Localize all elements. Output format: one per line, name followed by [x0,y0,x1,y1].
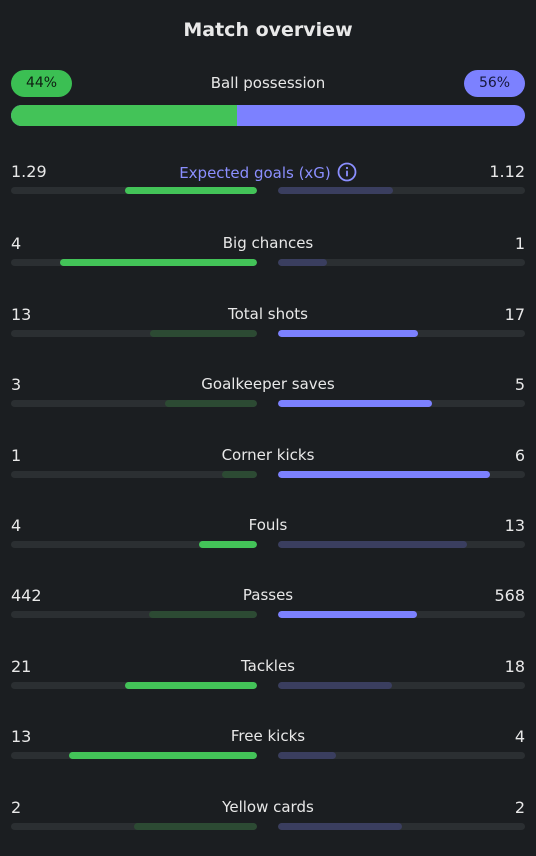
home-bar-fill [134,823,257,830]
home-value: 4 [11,516,22,535]
home-value: 3 [11,375,22,394]
home-possession-badge: 44% [11,70,72,97]
stat-label-text: Yellow cards [222,798,314,816]
away-value: 2 [514,798,525,817]
stat-label-text: Free kicks [230,727,306,745]
away-value: 6 [514,446,525,465]
away-bar-track [278,400,525,407]
stat-label: Total shots [11,305,525,323]
home-bar-track [11,752,257,759]
away-bar-track [278,471,525,478]
stat-label: Free kicks [11,727,525,745]
stat-label-text: Expected goals (xG) [179,164,331,182]
away-value: 17 [504,305,525,324]
away-bar-track [278,259,525,266]
stat-row-fouls: 4 Fouls 13 [11,516,525,556]
home-bar-track [11,330,257,337]
away-bar-fill [278,823,402,830]
stat-row-expected-goals-xg: 1.29 Expected goals (xG) 1.12 [11,162,525,202]
stat-row-free-kicks: 13 Free kicks 4 [11,727,525,767]
home-value: 13 [11,727,32,746]
away-bar-fill [278,611,417,618]
away-bar-track [278,330,525,337]
stat-label[interactable]: Expected goals (xG) [11,162,525,182]
home-bar-fill [164,400,257,407]
away-bar-fill [278,541,467,548]
stat-row-passes: 442 Passes 568 [11,586,525,626]
stat-row-big-chances: 4 Big chances 1 [11,234,525,274]
possession-header: 44% Ball possession 56% [11,70,525,98]
away-bar-fill [278,682,393,689]
away-value: 13 [504,516,525,535]
home-value: 442 [11,586,42,605]
away-value: 568 [494,586,525,605]
stat-label-text: Corner kicks [221,446,315,464]
home-bar-track [11,611,257,618]
home-bar-track [11,259,257,266]
away-bar-fill [278,471,490,478]
home-value: 4 [11,234,22,253]
home-bar-track [11,682,257,689]
stat-label: Corner kicks [11,446,525,464]
home-bar-fill [125,187,257,194]
away-bar-fill [278,330,419,337]
home-bar-fill [199,541,257,548]
panel-title: Match overview [183,19,353,41]
stat-row-yellow-cards: 2 Yellow cards 2 [11,798,525,838]
stat-label: Yellow cards [11,798,525,816]
stat-label: Big chances [11,234,525,252]
away-bar-track [278,823,525,830]
stat-row-total-shots: 13 Total shots 17 [11,305,525,345]
away-value: 1.12 [489,162,525,181]
away-bar-fill [278,259,328,266]
away-bar-track [278,541,525,548]
away-bar-fill [278,400,433,407]
away-value: 18 [504,657,525,676]
home-bar-fill [124,682,257,689]
away-value: 1 [514,234,525,253]
away-value: 5 [514,375,525,394]
home-bar-track [11,187,257,194]
home-bar-fill [150,330,257,337]
home-bar-track [11,823,257,830]
home-value: 21 [11,657,32,676]
stat-label: Goalkeeper saves [11,375,525,393]
away-bar-fill [278,187,393,194]
home-bar-fill [221,471,257,478]
stat-label: Passes [11,586,525,604]
home-value: 1.29 [11,162,47,181]
home-value: 13 [11,305,32,324]
home-value: 2 [11,798,22,817]
possession-label: Ball possession [210,74,326,92]
home-bar-track [11,471,257,478]
stat-label-text: Goalkeeper saves [201,375,335,393]
stat-label: Tackles [11,657,525,675]
home-bar-track [11,541,257,548]
away-bar-fill [278,752,337,759]
stat-label-text: Big chances [222,234,314,252]
away-bar-track [278,611,525,618]
stat-label-text: Tackles [240,657,296,675]
stat-row-goalkeeper-saves: 3 Goalkeeper saves 5 [11,375,525,415]
away-bar-track [278,752,525,759]
stat-label-text: Passes [242,586,294,604]
home-value: 1 [11,446,22,465]
stat-label-text: Total shots [228,305,308,323]
home-bar-fill [149,611,257,618]
home-bar-fill [60,259,257,266]
stat-label: Fouls [11,516,525,534]
possession-bar-home-fill [11,105,238,126]
away-possession-badge: 56% [464,70,525,97]
possession-bar [11,105,525,126]
stat-row-tackles: 21 Tackles 18 [11,657,525,697]
home-bar-fill [68,752,257,759]
info-icon[interactable] [337,162,357,182]
away-bar-track [278,682,525,689]
away-bar-track [278,187,525,194]
away-value: 4 [514,727,525,746]
stat-label-text: Fouls [248,516,288,534]
home-bar-track [11,400,257,407]
stat-row-corner-kicks: 1 Corner kicks 6 [11,446,525,486]
